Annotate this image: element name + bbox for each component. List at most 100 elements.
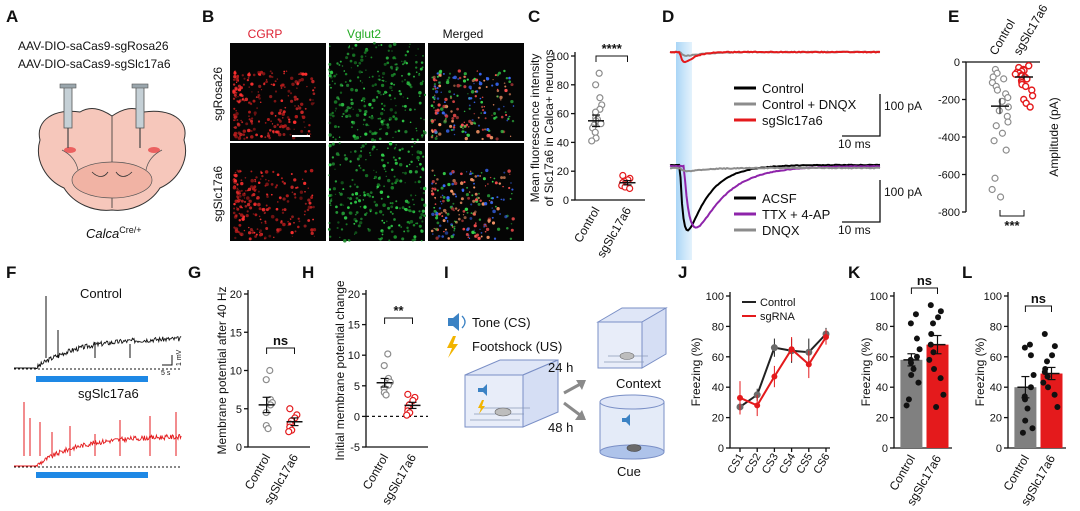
cell-dot: [464, 131, 467, 134]
cell-dot: [363, 104, 367, 108]
cell-dot: [478, 192, 480, 195]
cell-dot: [420, 61, 424, 64]
cell-dot: [250, 178, 254, 183]
y-tick-label: 20: [230, 289, 242, 301]
cell-dot: [502, 185, 504, 188]
cell-dot: [329, 202, 332, 205]
cell-dot: [438, 84, 442, 88]
cell-dot: [496, 227, 501, 231]
cell-dot: [290, 230, 294, 235]
y-tick-label: 0: [563, 195, 569, 207]
cell-dot: [394, 161, 398, 165]
cell-dot: [239, 213, 244, 217]
speaker-icon: [448, 313, 466, 331]
cell-dot: [399, 179, 403, 183]
cell-dot: [462, 79, 467, 83]
cell-dot: [292, 120, 297, 125]
cell-dot: [467, 236, 470, 239]
cell-dot: [371, 147, 374, 150]
cell-dot: [354, 231, 358, 234]
scale-volt-f: 1 mV: [176, 349, 183, 366]
data-point: [916, 346, 923, 353]
cell-dot: [393, 83, 396, 86]
cell-dot: [512, 105, 515, 107]
series-line-sgrna: [739, 336, 827, 407]
cell-dot: [511, 217, 515, 221]
cell-dot: [232, 97, 236, 100]
cell-dot: [273, 125, 277, 129]
data-point: [1040, 379, 1047, 386]
cell-dot: [238, 194, 242, 198]
cell-dot: [365, 212, 368, 215]
data-point: [903, 402, 910, 409]
cell-dot: [312, 99, 314, 101]
cell-dot: [356, 76, 360, 79]
cell-dot: [250, 135, 254, 139]
cell-dot: [348, 211, 352, 215]
cell-dot: [434, 188, 437, 191]
cell-dot: [259, 73, 262, 77]
cell-dot: [444, 106, 447, 108]
cell-dot: [453, 225, 456, 228]
cell-dot: [415, 66, 418, 69]
cell-dot: [468, 107, 471, 110]
data-point: [1025, 62, 1033, 70]
cell-dot: [411, 137, 414, 141]
cell-dot: [234, 171, 237, 174]
cell-dot: [474, 231, 477, 234]
cell-dot: [499, 213, 502, 215]
cell-dot: [290, 218, 292, 221]
cell-dot: [235, 77, 239, 82]
cell-dot: [482, 177, 486, 181]
cell-dot: [451, 182, 455, 186]
cell-dot: [296, 87, 298, 89]
cell-dot: [415, 60, 418, 64]
cell-dot: [236, 74, 240, 78]
cell-dot: [439, 200, 442, 203]
cell-dot: [255, 233, 258, 236]
cell-dot: [450, 189, 454, 193]
y-tick-label: 100: [706, 291, 724, 303]
cell-dot: [350, 126, 354, 129]
cell-dot: [242, 83, 245, 86]
cell-dot: [489, 135, 494, 140]
cell-dot: [364, 110, 368, 114]
cell-dot: [350, 67, 353, 69]
cell-dot: [297, 225, 300, 229]
cell-dot: [350, 106, 353, 109]
cell-dot: [358, 154, 363, 158]
cell-dot: [495, 137, 499, 141]
cell-dot: [356, 64, 359, 67]
context-label: Context: [616, 376, 661, 391]
cell-dot: [506, 119, 509, 122]
stim-bar-control: [36, 376, 148, 382]
panel-letter-h: H: [302, 263, 314, 282]
panel-letter-b: B: [202, 7, 214, 26]
cell-dot: [468, 237, 471, 239]
cell-dot: [365, 123, 369, 127]
cell-dot: [379, 128, 381, 131]
data-point: [380, 362, 388, 370]
cell-dot: [328, 144, 332, 148]
cell-dot: [243, 137, 246, 140]
bar-sgslc17a6: [1040, 373, 1063, 448]
cell-dot: [387, 147, 389, 150]
delay-label-24h: 24 h: [548, 360, 573, 375]
cell-dot: [233, 113, 236, 117]
cell-dot: [436, 108, 440, 112]
cell-dot: [304, 210, 307, 213]
cell-dot: [351, 53, 356, 57]
panel-letter-k: K: [848, 263, 861, 282]
cell-dot: [363, 87, 366, 90]
cell-dot: [442, 219, 446, 223]
cell-dot: [509, 173, 511, 175]
cell-dot: [440, 186, 444, 190]
cell-dot: [484, 128, 487, 131]
cell-dot: [294, 105, 296, 107]
data-point: [1049, 352, 1056, 359]
data-point: [1028, 92, 1037, 100]
legend-label: Control: [760, 297, 795, 309]
cell-dot: [233, 107, 236, 110]
cell-dot: [395, 104, 397, 107]
cell-dot: [467, 196, 471, 200]
